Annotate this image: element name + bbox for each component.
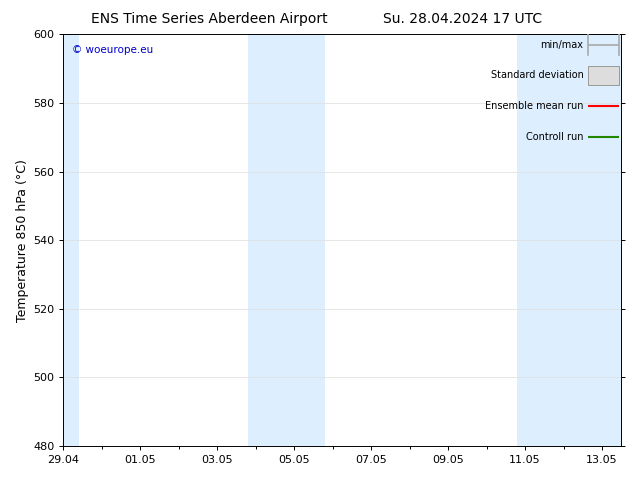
Bar — [60, 34, 79, 446]
Text: Standard deviation: Standard deviation — [491, 71, 583, 80]
Bar — [517, 34, 625, 446]
Text: ENS Time Series Aberdeen Airport: ENS Time Series Aberdeen Airport — [91, 12, 328, 26]
Text: Ensemble mean run: Ensemble mean run — [485, 101, 583, 111]
Bar — [248, 34, 325, 446]
Bar — [588, 66, 619, 85]
Text: Controll run: Controll run — [526, 132, 583, 142]
Text: Su. 28.04.2024 17 UTC: Su. 28.04.2024 17 UTC — [384, 12, 542, 26]
Text: © woeurope.eu: © woeurope.eu — [72, 45, 153, 54]
Text: min/max: min/max — [540, 40, 583, 49]
Y-axis label: Temperature 850 hPa (°C): Temperature 850 hPa (°C) — [16, 159, 29, 321]
